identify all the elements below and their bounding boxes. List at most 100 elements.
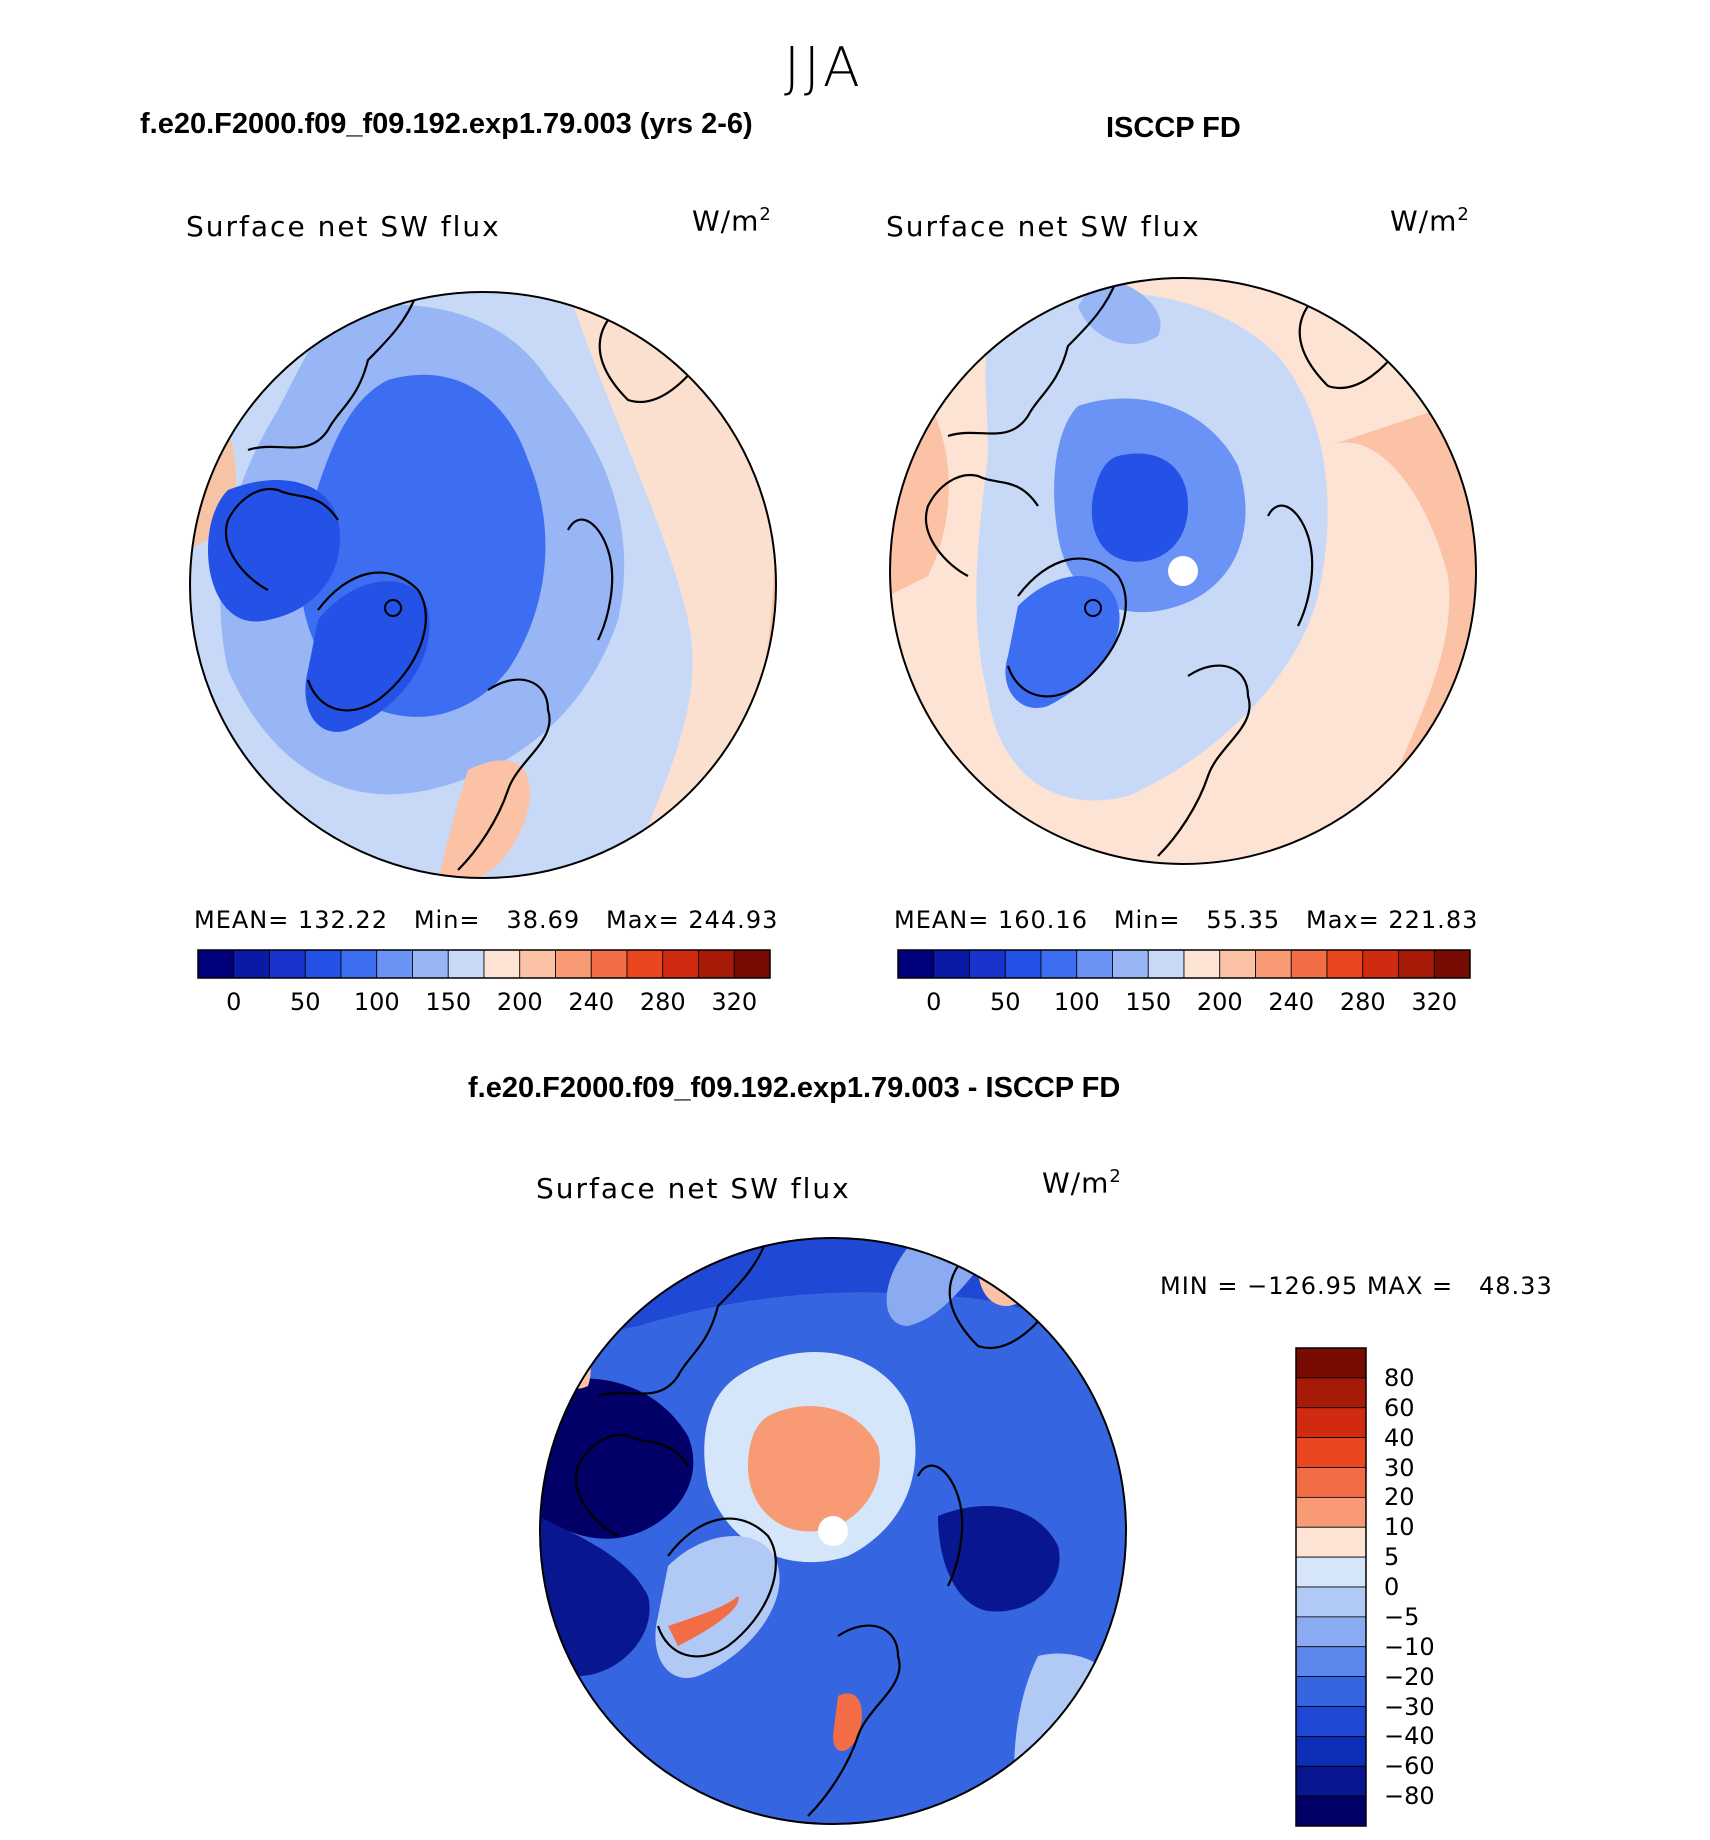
colorbar-tick-label: −5 [1384,1602,1420,1631]
colorbar-swatch [1295,1496,1367,1528]
panel2-units-label: W/m2 [1390,204,1470,238]
colorbar-swatch [733,949,771,979]
map2-field [1091,453,1188,562]
colorbar-tick-label: 100 [353,988,400,1016]
panel1-case-title: f.e20.F2000.f09_f09.192.exp1.79.003 (yrs… [140,108,753,140]
colorbar-tick-label: 40 [1384,1423,1415,1452]
diff-case-title: f.e20.F2000.f09_f09.192.exp1.79.003 - IS… [468,1072,1121,1104]
colorbar-swatch [662,949,699,979]
panel1-variable-label: Surface net SW flux [186,210,501,243]
colorbar-tick-label: 320 [711,988,758,1016]
diff-field [540,1378,694,1539]
colorbar-tick-label: −20 [1384,1662,1435,1691]
colorbar-swatch [304,949,342,979]
colorbar-swatch [1076,949,1113,979]
colorbar-tick-label: 0 [926,988,942,1016]
diff-coastline [575,1238,1059,1817]
panel2-colorbar-labels: 0 50 100 150 200 240 280 320 [898,988,1470,1018]
diff-colorbar [1295,1347,1367,1827]
map2-coastline [925,278,1409,857]
colorbar-tick-label: 0 [226,988,242,1016]
map2-outline [889,277,1477,865]
colorbar-swatch [1004,949,1042,979]
map1-outline [189,291,777,879]
colorbar-tick-label: 10 [1384,1513,1415,1542]
diff-field [748,1406,880,1532]
map1-island [384,599,402,617]
colorbar-swatch [233,949,270,979]
diff-field [938,1506,1060,1612]
colorbar-tick-label: 80 [1384,1363,1415,1392]
map2-island [1084,599,1102,617]
panel1-stats: MEAN= 132.22 Min= 38.69 Max= 244.93 [194,906,779,934]
colorbar-swatch [1040,949,1078,979]
panel2-case-title: ISCCP FD [1106,112,1241,144]
panel2-polar-map [889,277,1477,865]
diff-pole-mask [818,1516,848,1546]
diff-field [1014,1653,1126,1824]
panel1-colorbar [197,949,771,979]
diff-field [555,1343,591,1389]
colorbar-tick-label: 150 [1125,988,1172,1016]
colorbar-tick-label: 50 [989,988,1021,1016]
map1-field [568,292,776,878]
map2-field [1078,278,1161,345]
colorbar-tick-label: −10 [1384,1632,1435,1661]
colorbar-swatch [1295,1706,1367,1737]
colorbar-swatch [1326,949,1364,979]
colorbar-swatch [1295,1795,1367,1827]
colorbar-tick-label: 280 [1339,988,1386,1016]
colorbar-swatch [447,949,485,979]
colorbar-tick-label: 200 [1196,988,1243,1016]
colorbar-tick-label: 30 [1384,1453,1415,1482]
colorbar-swatch [1295,1676,1367,1707]
map1-field [305,581,430,732]
colorbar-swatch [1295,1526,1367,1558]
colorbar-tick-label: 320 [1411,988,1458,1016]
diff-stats: MIN = −126.95 MAX = 48.33 [1160,1272,1553,1300]
colorbar-swatch [590,949,628,979]
panel2-stats: MEAN= 160.16 Min= 55.35 Max= 221.83 [894,906,1479,934]
colorbar-swatch [1433,949,1471,979]
diff-field [668,1596,739,1646]
colorbar-swatch [1295,1556,1367,1588]
colorbar-swatch [1290,949,1328,979]
diff-colorbar-labels: 80 60 40 30 20 10 5 0 −5 −10 −20 −30 −40 −60 −80 [1384,1348,1484,1828]
diff-variable-label: Surface net SW flux [536,1172,851,1205]
colorbar-tick-label: 20 [1384,1483,1415,1512]
map2-pole-mask [1168,556,1198,586]
colorbar-swatch [1295,1437,1367,1468]
map1-field [208,480,340,622]
colorbar-swatch [897,949,935,979]
diff-field [655,1536,780,1678]
colorbar-swatch [1295,1735,1367,1767]
colorbar-swatch [412,949,449,979]
map1-coastline [225,292,709,871]
colorbar-tick-label: 100 [1053,988,1100,1016]
colorbar-swatch [1219,949,1256,979]
diff-units-label: W/m2 [1042,1166,1122,1200]
colorbar-tick-label: −60 [1384,1752,1435,1781]
panel1-units-label: W/m2 [692,204,772,238]
colorbar-swatch [555,949,592,979]
colorbar-swatch [269,949,306,979]
colorbar-swatch [483,949,521,979]
colorbar-tick-label: 200 [496,988,543,1016]
colorbar-tick-label: 60 [1384,1393,1415,1422]
diff-field [833,1693,862,1751]
colorbar-swatch [1255,949,1292,979]
colorbar-swatch [1295,1616,1367,1648]
colorbar-tick-label: 150 [425,988,472,1016]
colorbar-tick-label: 240 [568,988,615,1016]
diff-polar-map [539,1237,1127,1825]
colorbar-swatch [1295,1586,1367,1618]
colorbar-tick-label: 5 [1384,1543,1400,1572]
colorbar-swatch [969,949,1006,979]
colorbar-swatch [1295,1347,1367,1379]
colorbar-swatch [1112,949,1149,979]
panel2-variable-label: Surface net SW flux [886,210,1201,243]
colorbar-tick-label: −40 [1384,1722,1435,1751]
panel1-colorbar-labels: 0 50 100 150 200 240 280 320 [198,988,770,1018]
diff-field [540,1516,650,1676]
colorbar-swatch [197,949,235,979]
